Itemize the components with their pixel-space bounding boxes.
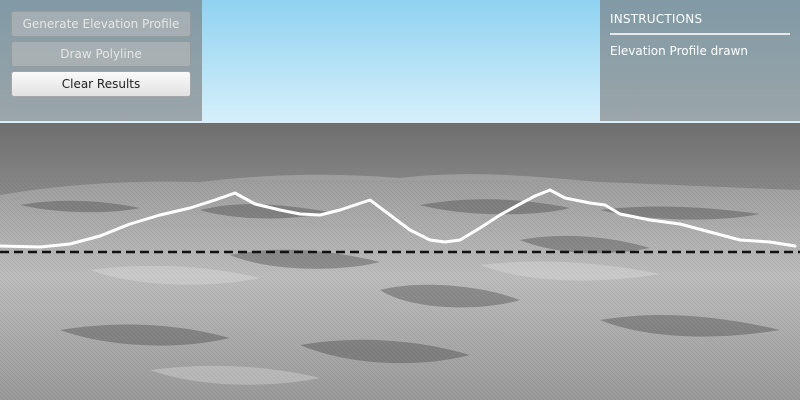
instructions-panel: INSTRUCTIONS Elevation Profile drawn — [600, 0, 800, 121]
generate-elevation-profile-button[interactable]: Generate Elevation Profile — [11, 11, 191, 37]
draw-polyline-button[interactable]: Draw Polyline — [11, 41, 191, 67]
elevation-profile-line — [0, 188, 797, 249]
toolbar-panel: Generate Elevation Profile Draw Polyline… — [0, 0, 202, 121]
terrain-highlights — [90, 261, 660, 385]
instructions-divider — [610, 33, 790, 35]
terrain-mesh — [0, 180, 800, 400]
clear-results-button[interactable]: Clear Results — [11, 71, 191, 97]
instructions-message: Elevation Profile drawn — [610, 44, 749, 58]
instructions-title: INSTRUCTIONS — [610, 12, 703, 26]
